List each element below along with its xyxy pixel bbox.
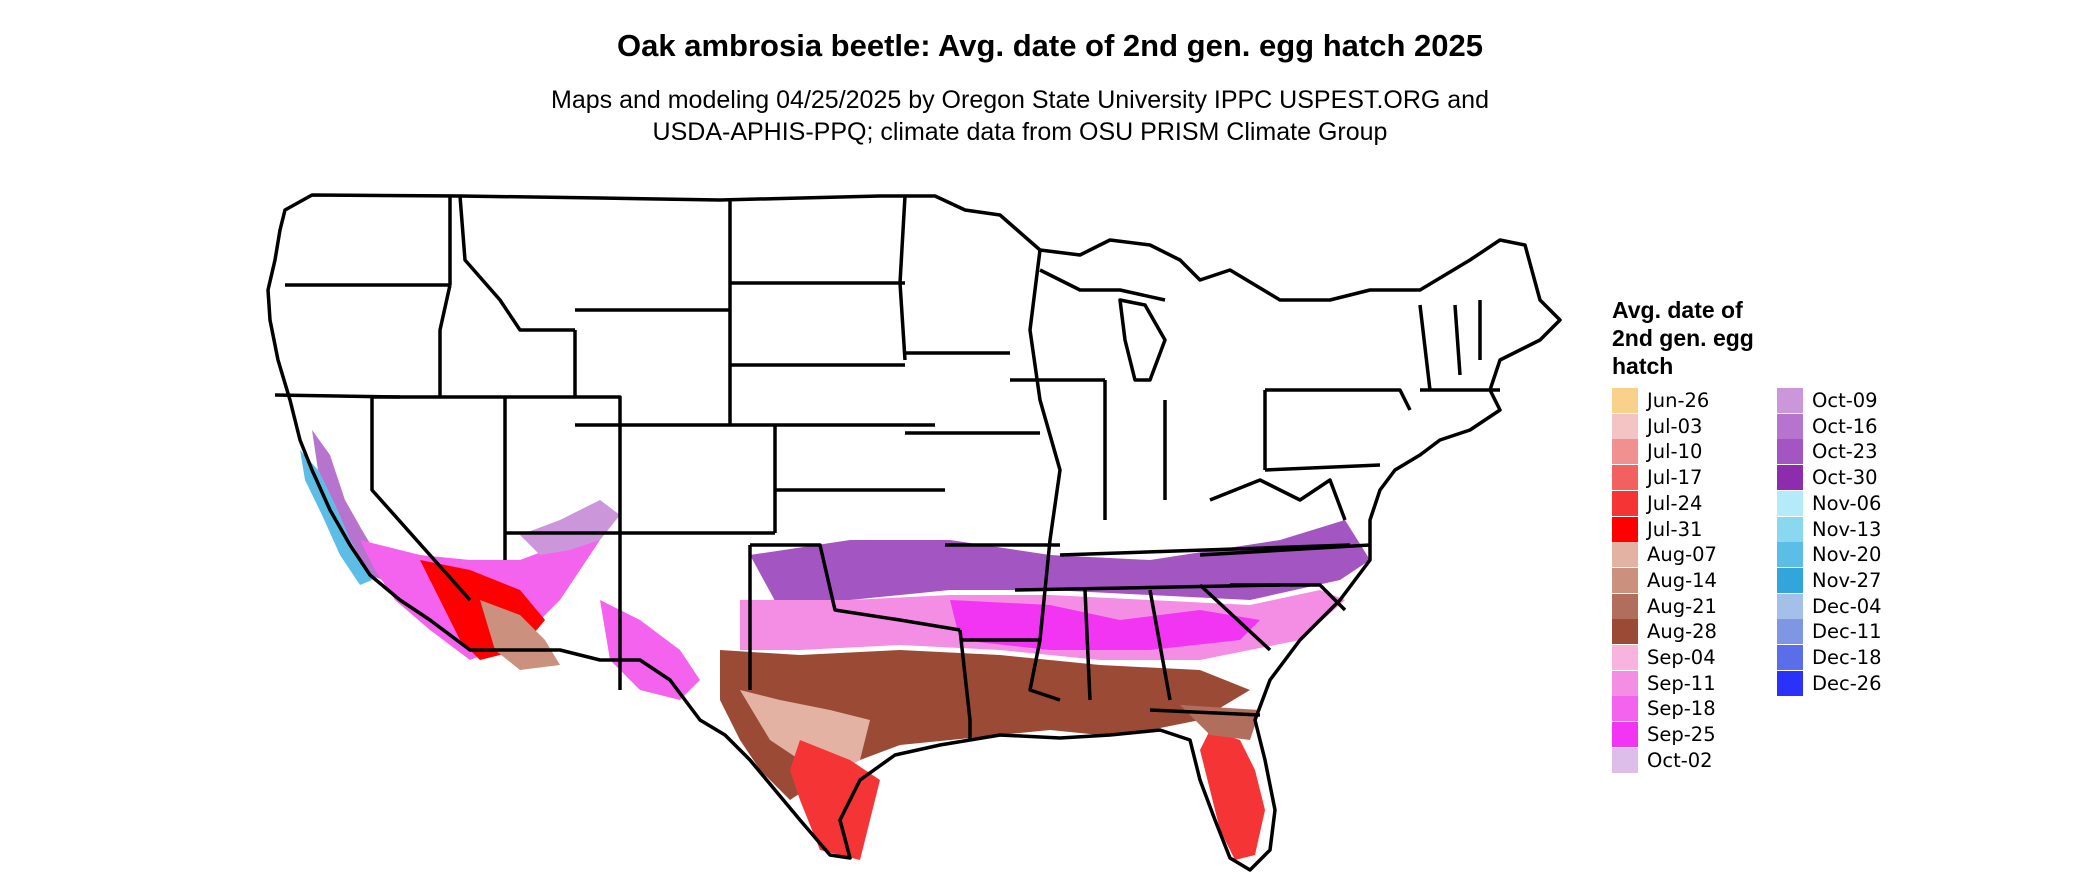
legend-title: Avg. date of 2nd gen. egg hatch bbox=[1612, 296, 1812, 380]
legend-label: Sep-18 bbox=[1647, 697, 1716, 721]
wv-va-border bbox=[1209, 478, 1347, 521]
subtitle-line-1: Maps and modeling 04/25/2025 by Oregon S… bbox=[551, 86, 1489, 114]
legend-swatch bbox=[1612, 645, 1638, 670]
mi-outline bbox=[1118, 298, 1167, 382]
legend-swatch bbox=[1612, 490, 1638, 516]
legend-label: Oct-02 bbox=[1647, 748, 1713, 772]
legend-swatch bbox=[1777, 465, 1803, 491]
nc-sc-border bbox=[1230, 583, 1347, 612]
legend-label: Oct-16 bbox=[1812, 414, 1878, 438]
legend-label: Dec-18 bbox=[1812, 646, 1882, 669]
legend-swatch bbox=[1777, 567, 1803, 593]
us-outline bbox=[266, 193, 1562, 872]
legend-label: Oct-23 bbox=[1812, 440, 1878, 464]
mi-upper bbox=[1039, 268, 1166, 302]
legend-label: Aug-07 bbox=[1647, 543, 1717, 567]
legend-label: Sep-11 bbox=[1647, 671, 1716, 695]
legend-title-line-2: 2nd gen. egg bbox=[1612, 325, 1754, 351]
legend-swatch bbox=[1612, 465, 1638, 491]
legend-label: Jul-24 bbox=[1647, 491, 1703, 515]
legend-label: Oct-09 bbox=[1812, 389, 1878, 412]
legend-label: Sep-04 bbox=[1647, 646, 1716, 669]
ms-river bbox=[1028, 249, 1062, 702]
legend-label: Jul-17 bbox=[1647, 466, 1703, 490]
legend-swatch bbox=[1612, 439, 1638, 465]
legend-label: Dec-04 bbox=[1812, 594, 1882, 618]
pa-md-border bbox=[1264, 463, 1381, 472]
legend-swatch bbox=[1777, 542, 1803, 568]
region-florida-red bbox=[1200, 730, 1265, 860]
legend-swatch bbox=[1612, 567, 1638, 593]
legend-label: Jun-26 bbox=[1647, 389, 1710, 412]
map-subtitle: Maps and modeling 04/25/2025 by Oregon S… bbox=[300, 84, 1740, 148]
legend-title-line-3: hatch bbox=[1612, 353, 1674, 379]
legend-label: Jul-10 bbox=[1647, 440, 1703, 464]
ut-wy-border bbox=[573, 330, 622, 425]
legend-label: Nov-20 bbox=[1812, 543, 1882, 567]
legend-swatch bbox=[1612, 413, 1638, 439]
region-texas-lightbrown bbox=[740, 690, 870, 775]
ok-tx-border bbox=[750, 543, 961, 632]
legend-swatch bbox=[1612, 542, 1638, 568]
legend-swatch bbox=[1612, 619, 1638, 645]
legend-swatch bbox=[1612, 516, 1638, 542]
legend-swatch bbox=[1612, 670, 1638, 696]
legend-label: Sep-25 bbox=[1647, 723, 1716, 747]
region-sw-purple bbox=[520, 500, 620, 555]
legend-swatch bbox=[1612, 593, 1638, 619]
map-title: Oak ambrosia beetle: Avg. date of 2nd ge… bbox=[617, 28, 1483, 63]
ky-tn-border bbox=[1059, 543, 1351, 557]
map-color-regions bbox=[300, 430, 1370, 860]
region-south-magenta bbox=[950, 600, 1260, 650]
ga-fl-border bbox=[1149, 708, 1261, 717]
legend-swatch bbox=[1777, 645, 1803, 670]
id-mt-border bbox=[458, 195, 575, 332]
ca-nv-border bbox=[370, 397, 472, 602]
legend-label: Aug-21 bbox=[1647, 594, 1717, 618]
la-tx-border bbox=[958, 629, 972, 740]
al-ga-border bbox=[1148, 589, 1172, 701]
ny-pa-border bbox=[1265, 388, 1412, 411]
legend-swatch bbox=[1612, 388, 1638, 413]
legend-label: Nov-06 bbox=[1812, 491, 1882, 515]
ms-al-border bbox=[1083, 589, 1092, 701]
ga-sc-border bbox=[1198, 583, 1272, 652]
legend-swatch bbox=[1612, 722, 1638, 748]
legend-swatch bbox=[1777, 670, 1803, 696]
legend-label: Dec-26 bbox=[1812, 671, 1882, 695]
nd-mn-border bbox=[898, 195, 907, 361]
legend-title-line-1: Avg. date of bbox=[1612, 297, 1743, 323]
legend-label: Nov-27 bbox=[1812, 568, 1882, 592]
or-id-border bbox=[438, 284, 452, 397]
ny-vt-border bbox=[1418, 304, 1432, 391]
legend-label: Dec-11 bbox=[1812, 620, 1882, 644]
legend: Avg. date of 2nd gen. egg hatch Jun-26 Ju… bbox=[1612, 296, 1932, 776]
legend-label: Jul-31 bbox=[1647, 517, 1703, 541]
legend-swatch bbox=[1777, 593, 1803, 619]
legend-swatch bbox=[1612, 747, 1638, 773]
legend-swatch bbox=[1777, 388, 1803, 413]
state-boundaries bbox=[266, 193, 1562, 872]
vt-nh-border bbox=[1453, 304, 1462, 376]
legend-swatch bbox=[1777, 413, 1803, 439]
legend-swatch bbox=[1777, 516, 1803, 542]
legend-swatch bbox=[1777, 439, 1803, 465]
region-arizona-brown bbox=[480, 600, 560, 670]
legend-swatch bbox=[1777, 490, 1803, 516]
va-nc-border bbox=[1199, 543, 1371, 557]
subtitle-line-2: USDA-APHIS-PPQ; climate data from OSU PR… bbox=[652, 118, 1388, 146]
region-newmexico-magenta bbox=[600, 600, 700, 700]
legend-swatch bbox=[1612, 696, 1638, 722]
legend-label: Oct-30 bbox=[1812, 466, 1878, 490]
region-texas-red bbox=[790, 740, 880, 860]
legend-label: Aug-14 bbox=[1647, 568, 1717, 592]
us-map bbox=[266, 193, 1562, 872]
legend-label: Aug-28 bbox=[1647, 620, 1717, 644]
legend-label: Jul-03 bbox=[1647, 414, 1703, 438]
legend-label: Nov-13 bbox=[1812, 517, 1882, 541]
region-california-purple bbox=[312, 430, 395, 585]
legend-swatch bbox=[1777, 619, 1803, 645]
